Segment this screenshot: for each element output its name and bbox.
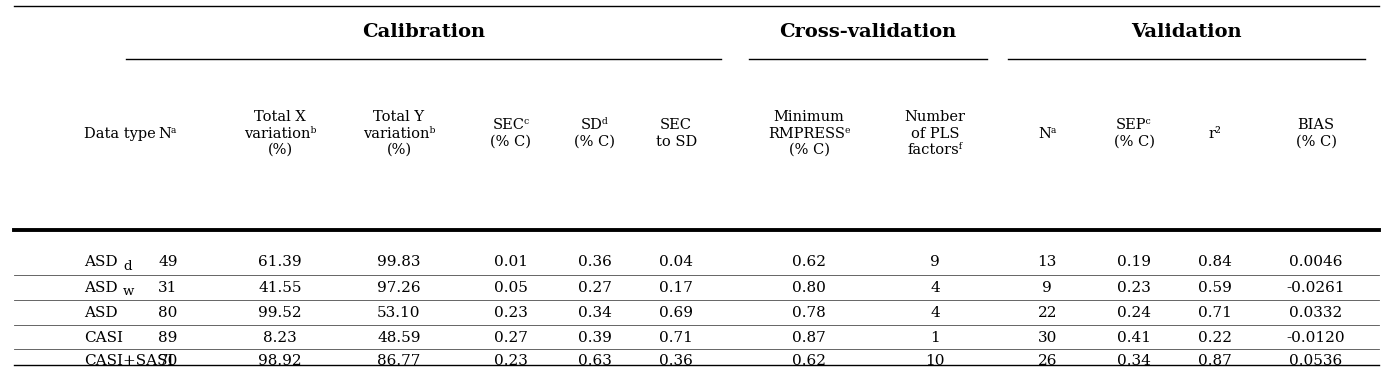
Text: 0.69: 0.69: [659, 306, 693, 320]
Text: 0.22: 0.22: [1198, 331, 1232, 345]
Text: 86.77: 86.77: [378, 354, 420, 368]
Text: 0.23: 0.23: [1117, 280, 1151, 295]
Text: 0.62: 0.62: [792, 354, 826, 368]
Text: 0.63: 0.63: [578, 354, 612, 368]
Text: 0.19: 0.19: [1117, 255, 1151, 269]
Text: -0.0261: -0.0261: [1287, 280, 1345, 295]
Text: 0.78: 0.78: [792, 306, 826, 320]
Text: 0.24: 0.24: [1117, 306, 1151, 320]
Text: 9: 9: [1043, 280, 1051, 295]
Text: d: d: [123, 259, 132, 273]
Text: 30: 30: [1037, 331, 1057, 345]
Text: 0.36: 0.36: [578, 255, 612, 269]
Text: 1: 1: [931, 331, 939, 345]
Text: 0.27: 0.27: [494, 331, 528, 345]
Text: 99.83: 99.83: [377, 255, 421, 269]
Text: 0.34: 0.34: [1117, 354, 1151, 368]
Text: 22: 22: [1037, 306, 1057, 320]
Text: 80: 80: [158, 306, 178, 320]
Text: CASI+SASI: CASI+SASI: [84, 354, 174, 368]
Text: 98.92: 98.92: [258, 354, 302, 368]
Text: 0.87: 0.87: [792, 331, 826, 345]
Text: Nᵃ: Nᵃ: [1037, 127, 1057, 141]
Text: 0.84: 0.84: [1198, 255, 1232, 269]
Text: 0.62: 0.62: [792, 255, 826, 269]
Text: Data type: Data type: [84, 127, 155, 141]
Text: Minimum
RMPRESSᵉ
(% C): Minimum RMPRESSᵉ (% C): [767, 110, 851, 157]
Text: 0.23: 0.23: [494, 306, 528, 320]
Text: 0.17: 0.17: [659, 280, 693, 295]
Text: 70: 70: [158, 354, 178, 368]
Text: 0.27: 0.27: [578, 280, 612, 295]
Text: 0.41: 0.41: [1117, 331, 1151, 345]
Text: 61.39: 61.39: [258, 255, 302, 269]
Text: w: w: [123, 285, 134, 299]
Text: ASD: ASD: [84, 255, 118, 269]
Text: ASD: ASD: [84, 280, 118, 295]
Text: Cross-validation: Cross-validation: [780, 23, 956, 40]
Text: BIAS
(% C): BIAS (% C): [1295, 118, 1337, 149]
Text: 0.71: 0.71: [1198, 306, 1232, 320]
Text: 13: 13: [1037, 255, 1057, 269]
Text: 0.39: 0.39: [578, 331, 612, 345]
Text: SECᶜ
(% C): SECᶜ (% C): [490, 118, 532, 149]
Text: 0.0046: 0.0046: [1289, 255, 1343, 269]
Text: 26: 26: [1037, 354, 1057, 368]
Text: 0.59: 0.59: [1198, 280, 1232, 295]
Text: 0.36: 0.36: [659, 354, 693, 368]
Text: 0.87: 0.87: [1198, 354, 1232, 368]
Text: 0.04: 0.04: [659, 255, 693, 269]
Text: Nᵃ: Nᵃ: [158, 127, 178, 141]
Text: 0.0332: 0.0332: [1289, 306, 1343, 320]
Text: 10: 10: [925, 354, 945, 368]
Text: Validation: Validation: [1131, 23, 1242, 40]
Text: Total X
variationᵇ
(%): Total X variationᵇ (%): [244, 110, 316, 157]
Text: 4: 4: [931, 280, 939, 295]
Text: 99.52: 99.52: [258, 306, 302, 320]
Text: 4: 4: [931, 306, 939, 320]
Text: 49: 49: [158, 255, 178, 269]
Text: Number
of PLS
factorsᶠ: Number of PLS factorsᶠ: [904, 110, 966, 157]
Text: -0.0120: -0.0120: [1287, 331, 1345, 345]
Text: 0.23: 0.23: [494, 354, 528, 368]
Text: SEPᶜ
(% C): SEPᶜ (% C): [1113, 118, 1155, 149]
Text: 31: 31: [158, 280, 178, 295]
Text: 97.26: 97.26: [377, 280, 421, 295]
Text: r²: r²: [1208, 127, 1222, 141]
Text: 0.0536: 0.0536: [1289, 354, 1343, 368]
Text: ASD: ASD: [84, 306, 118, 320]
Text: 0.71: 0.71: [659, 331, 693, 345]
Text: 89: 89: [158, 331, 178, 345]
Text: 0.05: 0.05: [494, 280, 528, 295]
Text: Calibration: Calibration: [363, 23, 484, 40]
Text: 0.01: 0.01: [494, 255, 528, 269]
Text: 8.23: 8.23: [263, 331, 297, 345]
Text: SDᵈ
(% C): SDᵈ (% C): [574, 118, 616, 149]
Text: 9: 9: [931, 255, 939, 269]
Text: 0.80: 0.80: [792, 280, 826, 295]
Text: 41.55: 41.55: [258, 280, 302, 295]
Text: CASI: CASI: [84, 331, 123, 345]
Text: 53.10: 53.10: [377, 306, 421, 320]
Text: 0.34: 0.34: [578, 306, 612, 320]
Text: 48.59: 48.59: [377, 331, 421, 345]
Text: SEC
to SD: SEC to SD: [655, 118, 697, 149]
Text: Total Y
variationᵇ
(%): Total Y variationᵇ (%): [363, 110, 435, 157]
